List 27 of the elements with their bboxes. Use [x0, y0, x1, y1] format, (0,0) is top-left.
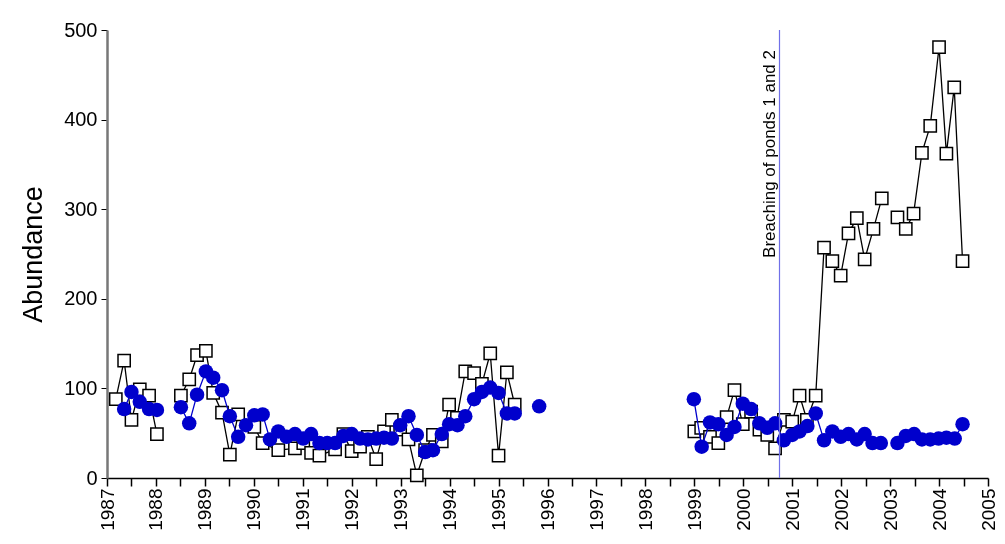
y-axis-title: Abundance	[18, 186, 49, 323]
x-tick-label: 1987	[96, 488, 118, 531]
x-tick-label: 1997	[585, 488, 607, 531]
y-tick-label: 100	[64, 376, 98, 399]
x-tick-label: 1991	[292, 488, 314, 531]
x-tick-label: 2002	[830, 488, 852, 531]
x-tick-label: 1996	[537, 488, 558, 531]
y-tick-label: 0	[86, 466, 98, 489]
x-tick-label: 1990	[243, 488, 265, 531]
y-tick-label: 400	[64, 108, 98, 131]
x-tick-label: 1989	[194, 488, 216, 531]
x-tick-label: 1992	[341, 488, 363, 531]
x-tick-label: 1994	[439, 488, 461, 531]
y-tick-label: 200	[64, 287, 98, 310]
x-tick-label: 1999	[683, 488, 705, 531]
y-tick-label: 300	[64, 197, 98, 220]
x-tick-label: 2000	[732, 488, 754, 531]
x-tick-label: 1988	[145, 488, 167, 531]
x-tick-label: 2004	[928, 488, 950, 531]
x-tick-label: 2005	[977, 488, 999, 531]
ref-line-label: Breaching of ponds 1 and 2	[760, 50, 780, 258]
x-tick-label: 2001	[781, 488, 803, 531]
x-tick-label: 2003	[879, 488, 901, 531]
x-tick-label: 1998	[634, 488, 656, 531]
x-tick-label: 1995	[488, 488, 510, 531]
x-tick-label: 1993	[390, 488, 412, 531]
y-tick-label: 500	[64, 18, 98, 41]
